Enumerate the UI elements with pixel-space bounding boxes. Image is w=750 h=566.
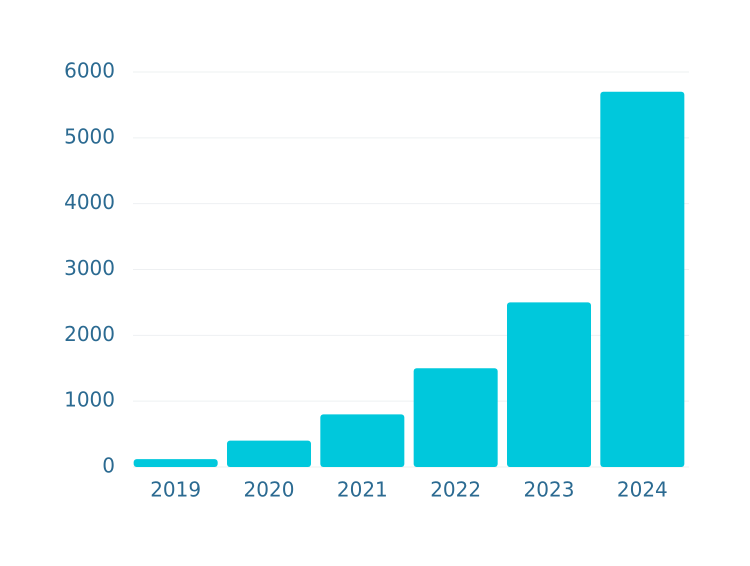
x-tick-label: 2021 xyxy=(337,478,388,502)
bar xyxy=(507,302,591,467)
y-tick-label: 1000 xyxy=(64,388,115,412)
bar xyxy=(320,414,405,467)
bar xyxy=(227,440,311,467)
y-tick-label: 6000 xyxy=(64,59,115,83)
y-tick-label: 2000 xyxy=(64,322,115,346)
bar xyxy=(600,91,685,467)
x-tick-label: 2019 xyxy=(150,478,201,502)
y-tick-label: 4000 xyxy=(64,190,115,214)
bar xyxy=(133,459,218,467)
x-tick-label: 2023 xyxy=(524,478,575,502)
x-tick-label: 2020 xyxy=(244,478,295,502)
y-tick-label: 5000 xyxy=(64,124,115,148)
y-tick-label: 3000 xyxy=(64,256,115,280)
y-tick-label: 0 xyxy=(102,454,115,478)
x-tick-label: 2024 xyxy=(617,478,668,502)
bar xyxy=(413,368,498,467)
x-tick-label: 2022 xyxy=(430,478,481,502)
